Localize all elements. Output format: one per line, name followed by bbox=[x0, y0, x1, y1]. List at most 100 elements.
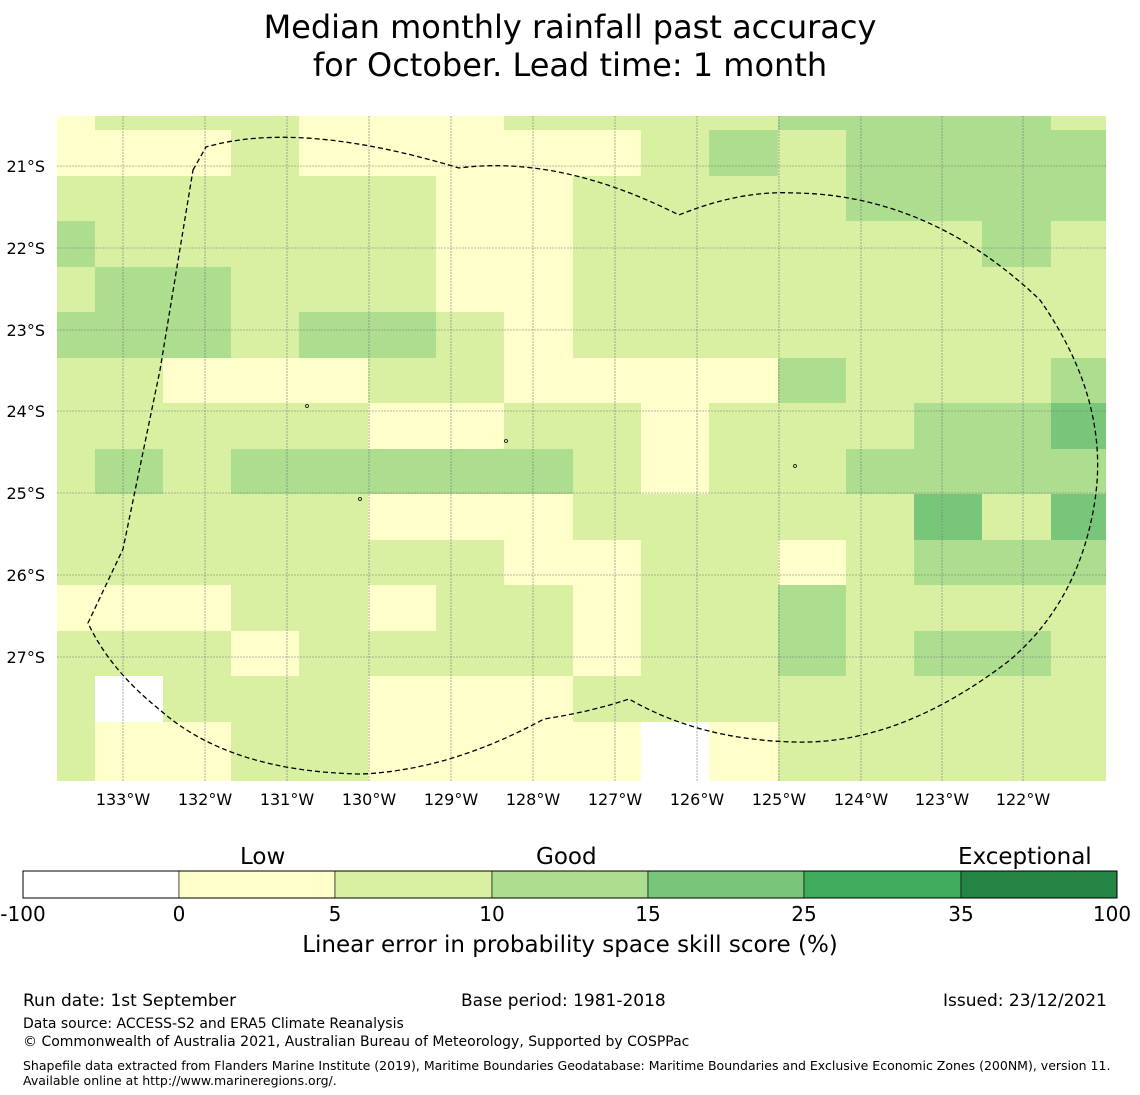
grid-cell bbox=[573, 130, 641, 176]
grid-cell bbox=[641, 116, 709, 130]
grid-cell bbox=[231, 312, 299, 358]
grid-cell bbox=[709, 449, 778, 494]
colorbar-frame bbox=[22, 870, 1118, 899]
grid-cell bbox=[299, 221, 368, 267]
grid-cell bbox=[641, 267, 709, 312]
grid-cell bbox=[778, 676, 846, 722]
grid-cell bbox=[57, 130, 95, 176]
grid-cell bbox=[573, 540, 641, 585]
grid-cell bbox=[504, 116, 573, 130]
grid-cell bbox=[846, 449, 914, 494]
grid-cell bbox=[709, 631, 778, 676]
grid-cell bbox=[95, 221, 163, 267]
colorbar-segment bbox=[491, 870, 649, 899]
grid-cell bbox=[573, 585, 641, 631]
grid-cell bbox=[95, 449, 163, 494]
grid-cell bbox=[231, 130, 299, 176]
grid-cell bbox=[641, 312, 709, 358]
latitude-label: 26°S bbox=[6, 566, 45, 585]
colorbar-segment bbox=[178, 870, 336, 899]
grid-cell bbox=[1051, 312, 1106, 358]
island-marker bbox=[793, 464, 797, 468]
grid-cell bbox=[299, 176, 368, 221]
grid-cell bbox=[504, 312, 573, 358]
colorbar-label-good: Good bbox=[536, 844, 597, 870]
grid-cell bbox=[436, 631, 504, 676]
base-period: Base period: 1981-2018 bbox=[461, 991, 666, 1011]
grid-cell bbox=[504, 631, 573, 676]
grid-cell bbox=[709, 722, 778, 767]
grid-cell bbox=[1051, 631, 1106, 676]
grid-cell bbox=[778, 116, 846, 130]
grid-cell bbox=[163, 176, 231, 221]
grid-cell bbox=[641, 449, 709, 494]
grid-cell bbox=[982, 585, 1051, 631]
grid-cell bbox=[778, 130, 846, 176]
grid-cell bbox=[778, 631, 846, 676]
grid-cell bbox=[641, 130, 709, 176]
grid-cell bbox=[1051, 722, 1106, 767]
grid-cell bbox=[778, 176, 846, 221]
grid-cell bbox=[299, 540, 368, 585]
grid-cell bbox=[778, 540, 846, 585]
grid-cell bbox=[231, 116, 299, 130]
grid-cell bbox=[163, 267, 231, 312]
grid-cell bbox=[299, 494, 368, 540]
grid-cell bbox=[846, 494, 914, 540]
grid-cell bbox=[914, 312, 982, 358]
grid-cell bbox=[846, 767, 914, 781]
grid-cell bbox=[436, 494, 504, 540]
grid-cell bbox=[436, 358, 504, 403]
grid-cell bbox=[436, 767, 504, 781]
eez-boundary bbox=[87, 136, 1099, 775]
colorbar-caption: Linear error in probability space skill … bbox=[302, 932, 838, 958]
grid-cell bbox=[231, 176, 299, 221]
copyright: © Commonwealth of Australia 2021, Austra… bbox=[23, 1034, 690, 1050]
grid-cell bbox=[1051, 176, 1106, 221]
grid-cell bbox=[573, 267, 641, 312]
grid-cell bbox=[95, 267, 163, 312]
grid-cell bbox=[231, 585, 299, 631]
grid-cell bbox=[914, 585, 982, 631]
grid-cell bbox=[231, 403, 299, 449]
longitude-label: 125°W bbox=[752, 790, 807, 809]
longitude-label: 129°W bbox=[424, 790, 479, 809]
grid-cell bbox=[504, 767, 573, 781]
grid-cell bbox=[436, 267, 504, 312]
grid-cell bbox=[436, 221, 504, 267]
grid-cell bbox=[436, 312, 504, 358]
grid-cell bbox=[1051, 267, 1106, 312]
grid-cell bbox=[914, 403, 982, 449]
colorbar-segment bbox=[960, 870, 1118, 899]
longitude-label: 130°W bbox=[342, 790, 397, 809]
grid-cell bbox=[299, 767, 368, 781]
grid-cell bbox=[1051, 116, 1106, 130]
grid-cell bbox=[231, 221, 299, 267]
grid-cell bbox=[231, 631, 299, 676]
grid-cell bbox=[1051, 358, 1106, 403]
grid-cell bbox=[299, 403, 368, 449]
grid-cell bbox=[709, 267, 778, 312]
grid-cell bbox=[709, 130, 778, 176]
colorbar-tick: 35 bbox=[948, 902, 974, 926]
grid-cell bbox=[368, 116, 436, 130]
grid-cell bbox=[163, 494, 231, 540]
grid-cell bbox=[436, 403, 504, 449]
grid-cell bbox=[778, 722, 846, 767]
grid-cell bbox=[914, 449, 982, 494]
grid-cell bbox=[163, 540, 231, 585]
grid-cell bbox=[504, 358, 573, 403]
grid-cell bbox=[1051, 676, 1106, 722]
island-marker bbox=[358, 497, 362, 501]
grid-cell bbox=[436, 449, 504, 494]
map-svg: 21°S 22°S 23°S 24°S 25°S 26°S 27°S 133°W 132°W 13… bbox=[6, 116, 1118, 899]
grid-cell bbox=[982, 676, 1051, 722]
longitude-label: 122°W bbox=[996, 790, 1051, 809]
grid-cell bbox=[982, 267, 1051, 312]
grid-cell bbox=[641, 676, 709, 722]
grid-cell bbox=[504, 540, 573, 585]
grid-cell bbox=[914, 676, 982, 722]
grid-cell bbox=[368, 631, 436, 676]
grid-cell bbox=[1051, 585, 1106, 631]
grid-cell bbox=[504, 494, 573, 540]
